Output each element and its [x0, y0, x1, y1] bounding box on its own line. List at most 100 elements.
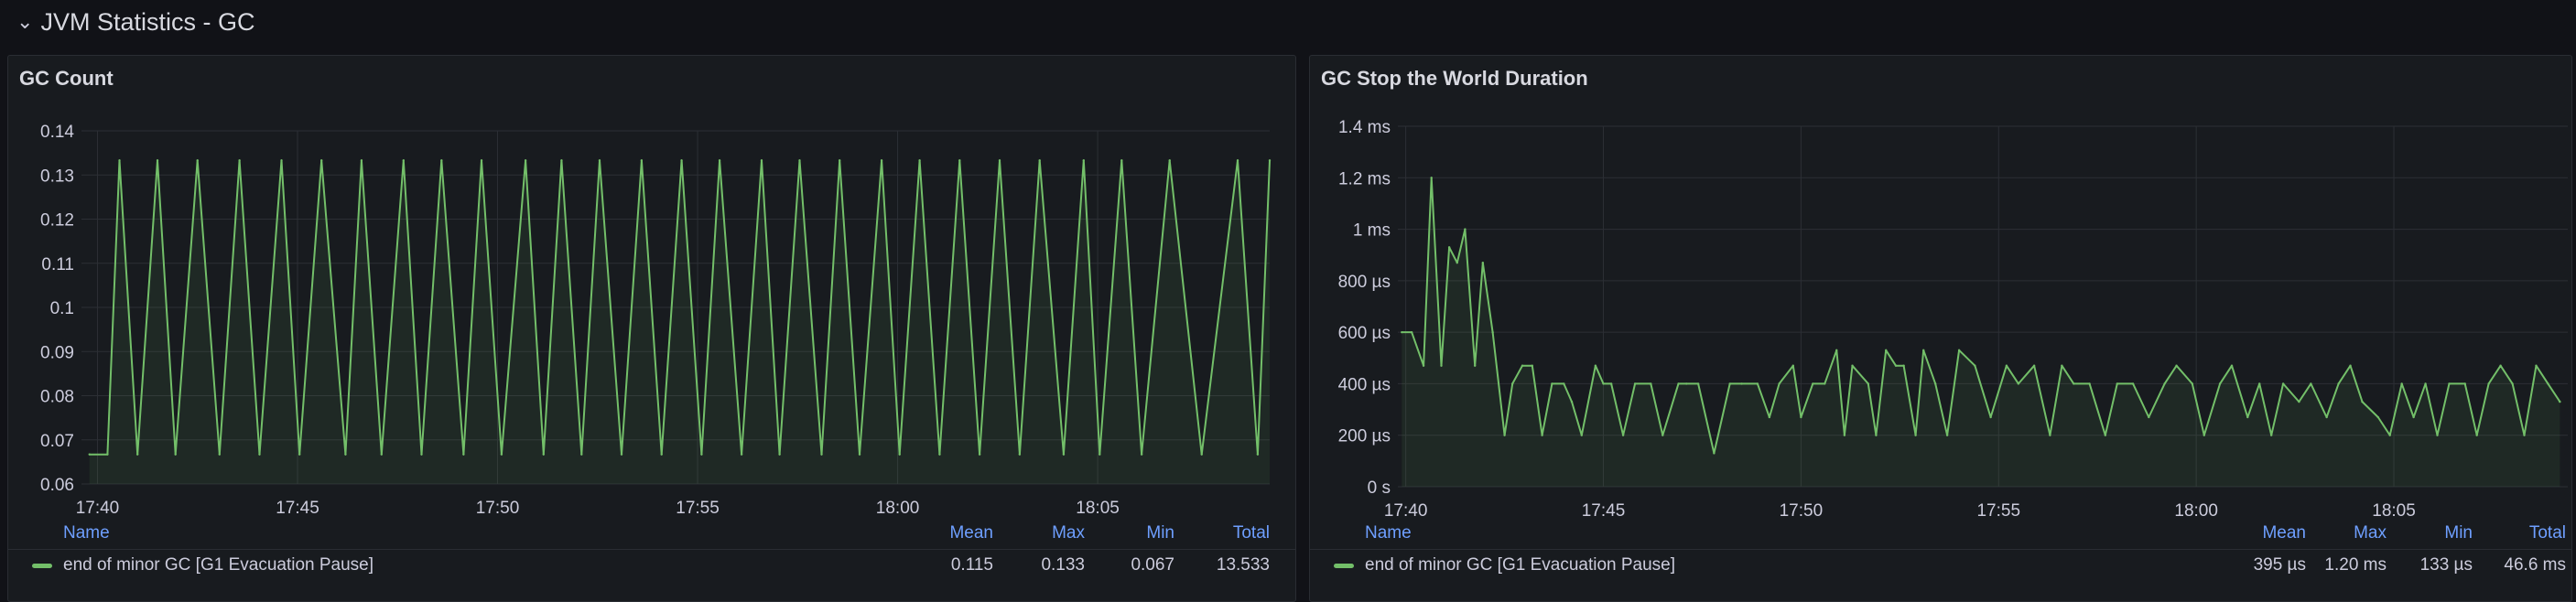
chevron-down-icon[interactable]: ⌄ [16, 10, 34, 33]
x-tick-label: 17:40 [76, 499, 120, 518]
chart-gc-stw-duration[interactable]: 0 s 200 µs 400 µs 600 µs 800 µs 1 ms 1.2 ms 1.4… [1310, 56, 2573, 521]
legend-col-max[interactable]: Max [1052, 523, 1085, 543]
y-tick-label: 0.07 [40, 432, 74, 451]
data-point [2131, 382, 2135, 385]
data-point [640, 159, 644, 162]
data-point [2559, 400, 2561, 403]
panel-gc-stw-duration[interactable]: GC Stop the World Duration 0 s 200 µs 400 … [1309, 55, 2572, 602]
data-point [2281, 382, 2285, 385]
data-point [1082, 159, 1085, 162]
data-point [2487, 382, 2490, 385]
x-tick-label: 17:45 [1582, 501, 1626, 521]
data-point [1875, 434, 1878, 436]
data-point [2388, 434, 2391, 436]
legend-col-total[interactable]: Total [1232, 523, 1270, 543]
y-tick-label: 0.1 [50, 299, 74, 318]
row-title: JVM Statistics - GC [40, 7, 255, 36]
panel-title[interactable]: GC Stop the World Duration [1321, 67, 1588, 90]
data-point [998, 159, 1001, 162]
data-point [1989, 415, 1992, 419]
data-point [1756, 382, 1759, 385]
data-point [258, 453, 261, 456]
data-point [1099, 453, 1101, 456]
data-point [1256, 453, 1260, 456]
data-point [2116, 382, 2118, 385]
data-point [1521, 364, 1524, 367]
legend-min: 133 µs [2419, 555, 2473, 575]
y-tick-label: 0.08 [40, 388, 74, 407]
y-tick-label: 400 µs [1338, 375, 1391, 394]
legend-col-name[interactable]: Name [1365, 523, 1412, 543]
x-tick-label: 17:40 [1384, 501, 1428, 521]
y-tick-label: 1.4 ms [1338, 118, 1391, 137]
data-point [2061, 364, 2063, 367]
legend-col-mean[interactable]: Mean [949, 523, 993, 543]
series-line [1402, 177, 2561, 455]
data-point [2005, 364, 2008, 367]
data-point [1894, 364, 1898, 367]
data-point [1491, 330, 1494, 334]
data-point [1440, 364, 1443, 367]
chart-gc-count[interactable]: 0.06 0.07 0.08 0.09 0.1 0.11 0.12 0.13 0.14 17:40… [8, 56, 1297, 518]
data-point [298, 453, 301, 456]
data-point [1609, 382, 1613, 385]
data-point [2298, 400, 2300, 403]
data-point [1791, 364, 1794, 367]
y-tick-label: 1.2 ms [1338, 169, 1391, 188]
legend-table: Name Mean Max Min Total end of minor GC … [8, 518, 1295, 581]
legend-col-name[interactable]: Name [63, 523, 110, 543]
data-point [1713, 452, 1716, 455]
legend-series-name[interactable]: end of minor GC [G1 Evacuation Pause] [1365, 555, 1676, 575]
legend-col-min[interactable]: Min [1146, 523, 1174, 543]
data-point [2049, 434, 2051, 436]
data-point [1456, 261, 1458, 264]
panel-gc-count[interactable]: GC Count 0.06 0.07 0.08 0.09 0.1 0.11 0.12 0.13… [7, 55, 1296, 602]
data-point [1885, 349, 1888, 352]
data-point [938, 453, 941, 456]
x-tick-label: 17:55 [676, 499, 720, 518]
data-point [598, 159, 601, 162]
data-point [280, 159, 283, 162]
legend-col-mean[interactable]: Mean [2262, 523, 2306, 543]
data-point [380, 453, 383, 456]
y-tick-label: 0.06 [40, 476, 74, 495]
data-point [2203, 434, 2205, 436]
legend-col-min[interactable]: Min [2444, 523, 2473, 543]
data-point [1236, 159, 1239, 162]
data-point [218, 453, 221, 456]
legend-total: 13.533 [1216, 555, 1270, 575]
data-point [2523, 434, 2526, 436]
data-point [420, 453, 423, 456]
y-tick-label: 0.11 [41, 255, 74, 274]
data-point [978, 453, 981, 456]
data-point [798, 159, 801, 162]
data-point [1661, 434, 1664, 436]
legend-col-max[interactable]: Max [2354, 523, 2387, 543]
data-point [1580, 434, 1583, 436]
legend-col-total[interactable]: Total [2528, 523, 2566, 543]
data-point [2258, 382, 2261, 385]
data-point [2499, 364, 2502, 367]
data-point [560, 159, 563, 162]
data-point [542, 453, 545, 456]
data-point [360, 159, 363, 162]
y-tick-label: 200 µs [1338, 427, 1391, 446]
data-point [958, 159, 961, 162]
x-tick-label: 18:00 [2174, 501, 2218, 521]
x-tick-label: 17:45 [276, 499, 319, 518]
legend-row[interactable]: end of minor GC [G1 Evacuation Pause] 0.… [8, 549, 1295, 581]
legend-row[interactable]: end of minor GC [G1 Evacuation Pause] 39… [1310, 549, 2571, 581]
data-point [196, 159, 199, 162]
data-point [1602, 382, 1605, 385]
data-point [2475, 434, 2478, 436]
data-point [2448, 382, 2451, 385]
legend-series-name[interactable]: end of minor GC [G1 Evacuation Pause] [63, 555, 374, 575]
data-point [1422, 364, 1425, 367]
data-point [620, 453, 623, 456]
legend-total: 46.6 ms [2504, 555, 2566, 575]
panel-title[interactable]: GC Count [19, 67, 114, 90]
data-point [480, 159, 483, 162]
row-header[interactable]: ⌄ JVM Statistics - GC [16, 4, 254, 40]
data-point [1768, 415, 1771, 419]
x-tick-label: 18:05 [1076, 499, 1120, 518]
